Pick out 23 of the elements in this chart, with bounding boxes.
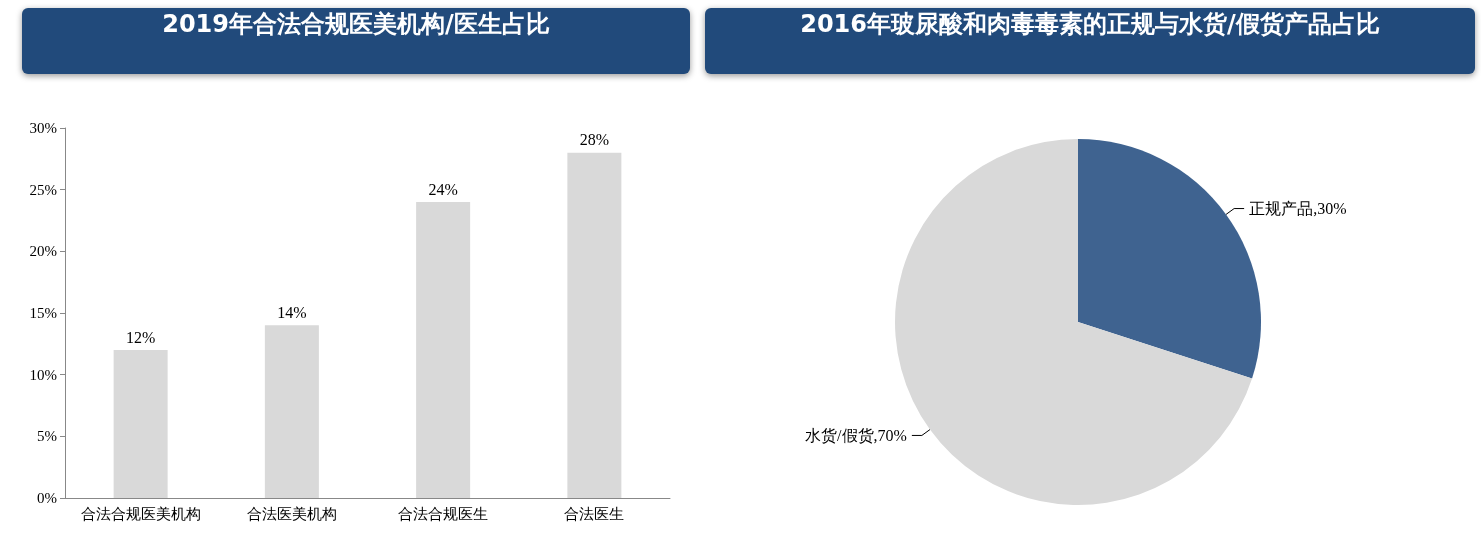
y-tick-label: 5% (37, 428, 57, 445)
x-tick-label: 合法医生 (564, 505, 625, 522)
y-tick-label: 20% (29, 243, 57, 260)
bar (567, 152, 622, 498)
chart-title: 2016年玻尿酸和肉毒毒素的正规与水货/假货产品占比 (705, 8, 1475, 74)
bar (264, 325, 319, 498)
bar (113, 350, 168, 498)
slice-label: 正规产品,30% (1249, 200, 1347, 218)
data-label: 12% (125, 328, 156, 346)
bar (416, 202, 471, 498)
data-label: 24% (428, 180, 458, 198)
x-tick-label: 合法合规医美机构 (80, 505, 201, 522)
data-label: 14% (277, 303, 307, 321)
y-tick-label: 0% (37, 490, 57, 506)
y-tick-label: 25% (29, 181, 57, 198)
x-tick-label: 合法医美机构 (246, 505, 337, 522)
chart-title: 2019年合法合规医美机构/医生占比 (22, 8, 690, 74)
x-tick-label: 合法合规医生 (398, 505, 489, 522)
slice-label: 水货/假货,70% (805, 426, 907, 444)
y-tick-label: 10% (29, 366, 57, 383)
data-label: 28% (579, 131, 610, 149)
y-tick-label: 30% (29, 120, 57, 136)
y-tick-label: 15% (29, 305, 57, 321)
